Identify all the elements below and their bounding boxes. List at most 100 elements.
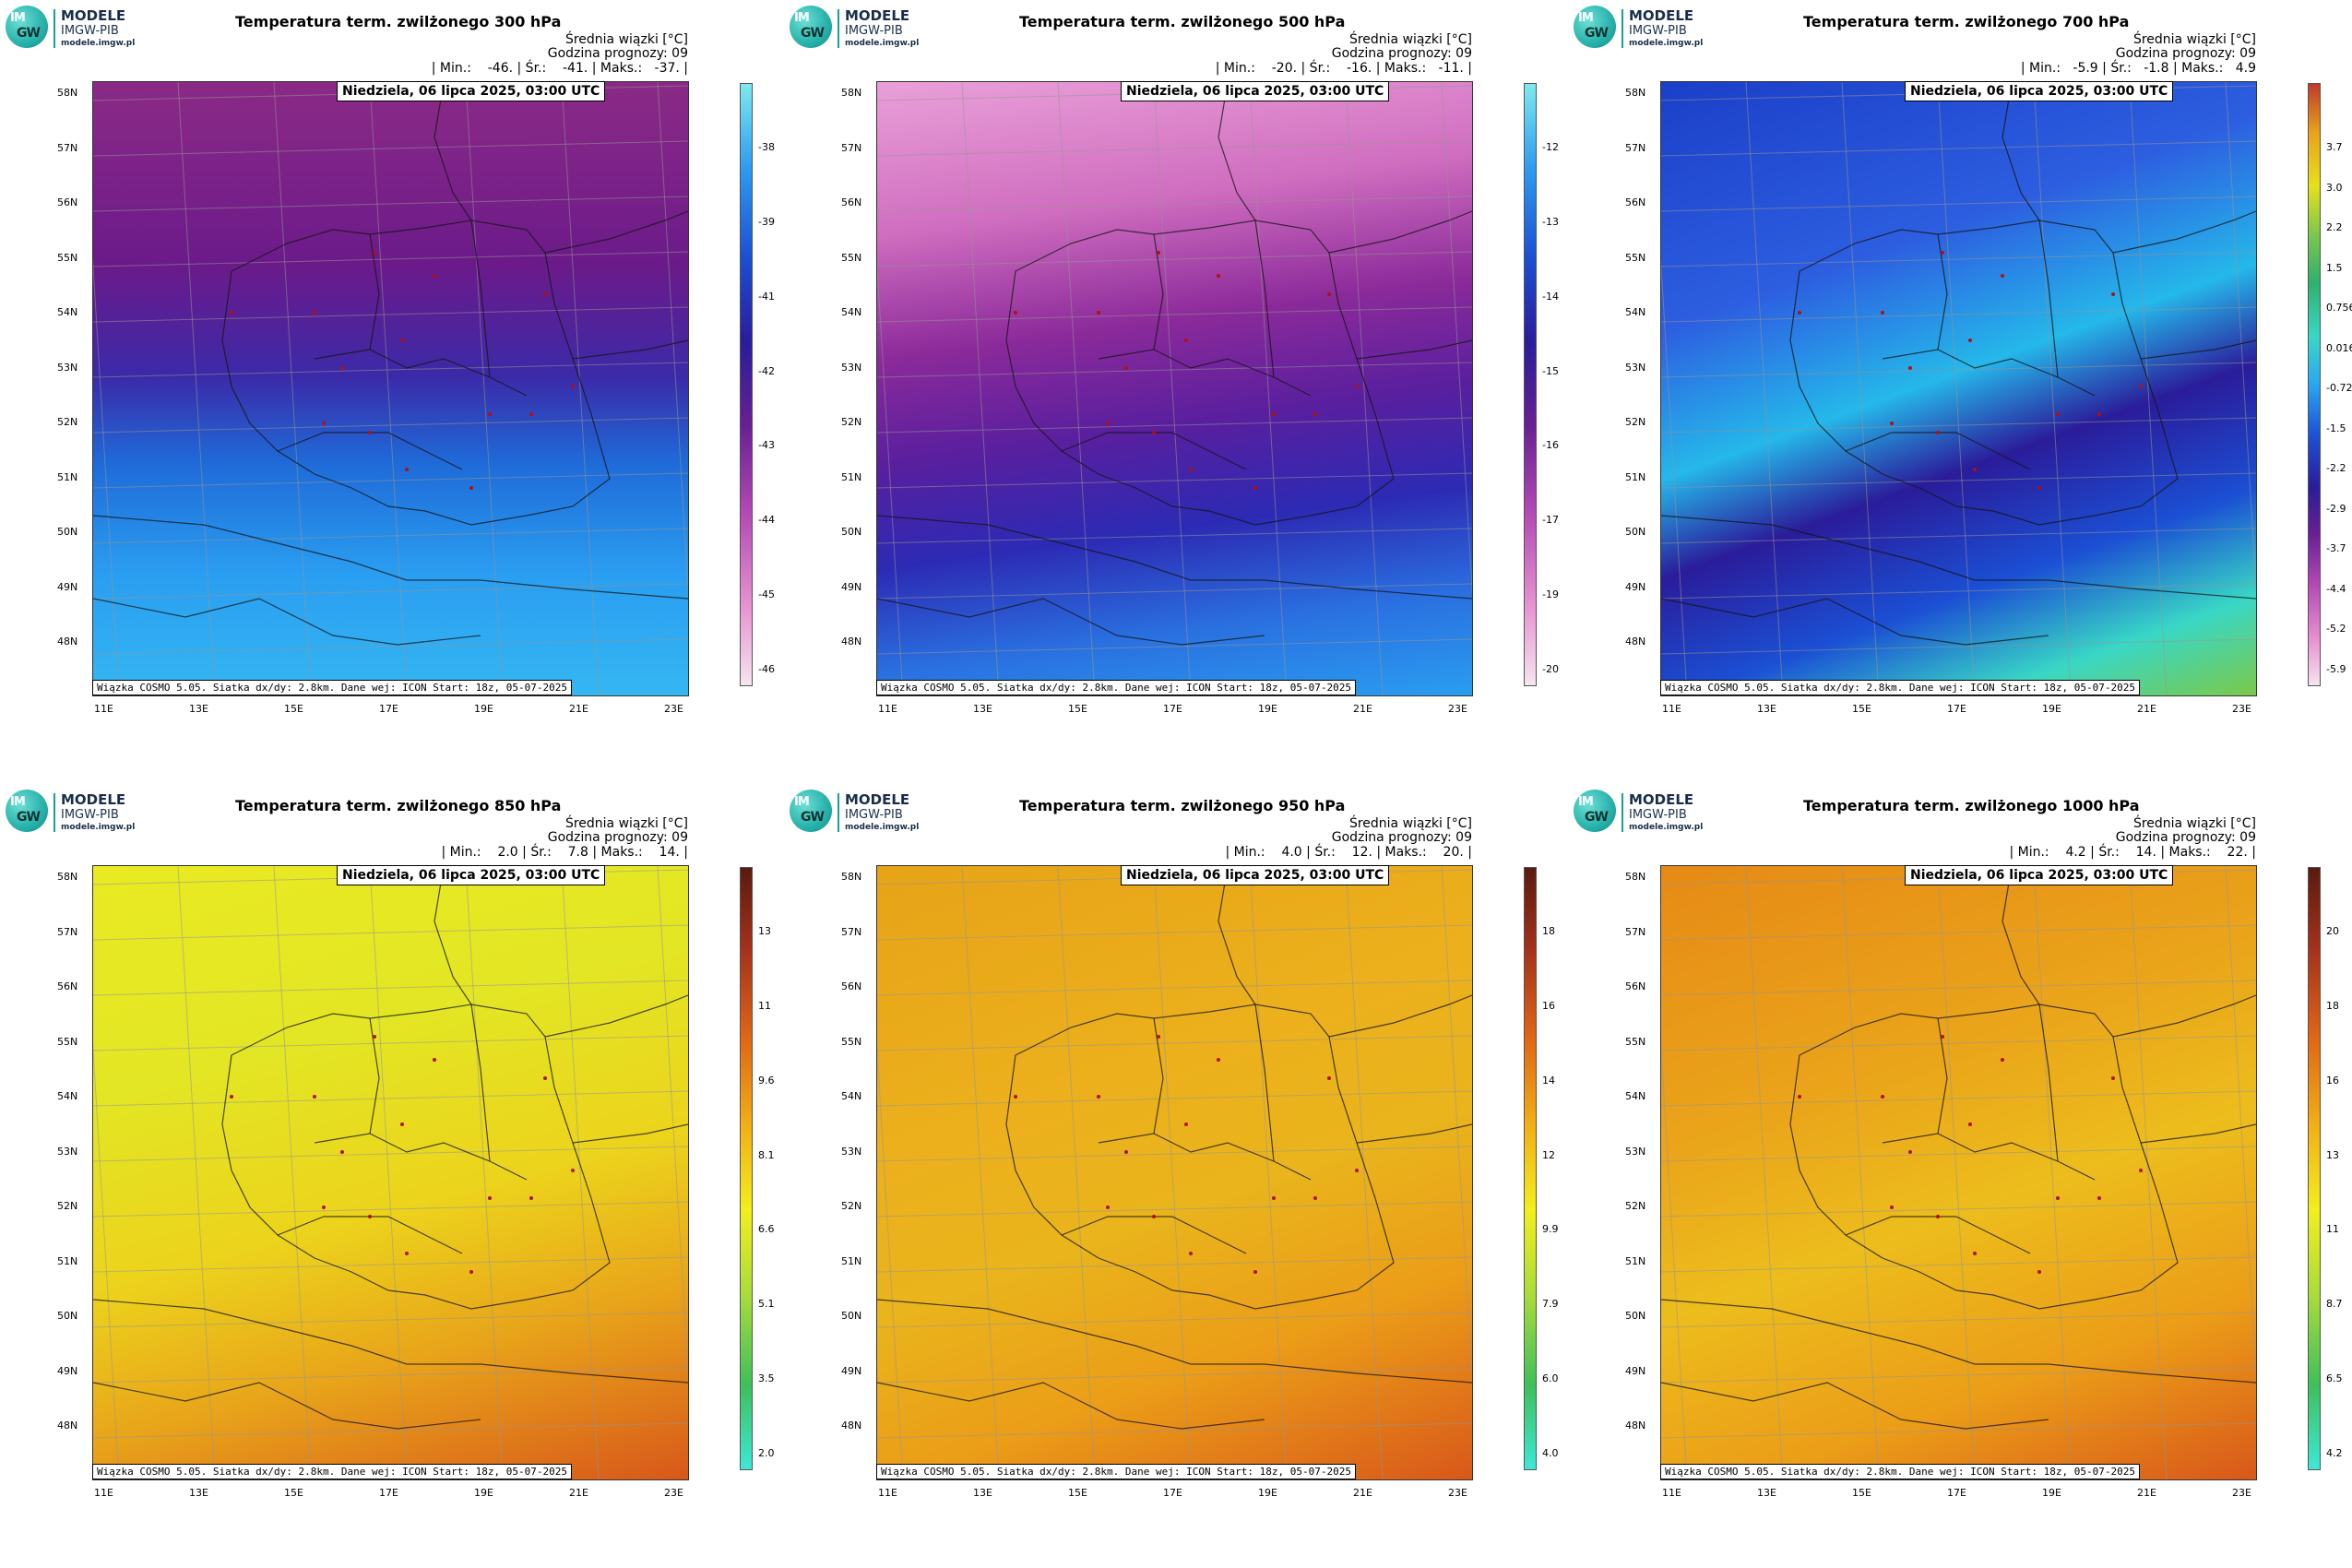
map-overlay [1661, 82, 2256, 695]
border-line [369, 233, 380, 350]
mean-label: Średnia wiązki [°C] Godzina prognozy: 09 [2116, 817, 2256, 845]
longitude-gridline [369, 866, 408, 1479]
latitude-label: 48N [841, 1420, 862, 1431]
latitude-label: 58N [841, 871, 862, 883]
city-marker [1189, 1252, 1193, 1255]
latitude-gridline [93, 1035, 688, 1051]
city-marker [2111, 292, 2115, 296]
latitude-gridline [1661, 251, 2256, 267]
latitude-gridline [93, 306, 688, 323]
colorbar-tick-label: 7.9 [1542, 1298, 1559, 1311]
latitude-gridline [1661, 472, 2256, 489]
colorbar-tick-label: 4.2 [2326, 1447, 2343, 1459]
latitude-label: 53N [841, 1145, 862, 1158]
imgw-logo: IM GW MODELE IMGW-PIB modele.imgw.pl [6, 6, 144, 52]
latitude-gridline [877, 583, 1472, 600]
border-line [221, 1004, 611, 1310]
colorbar [1524, 83, 1537, 686]
city-marker [2037, 486, 2041, 490]
model-info-box: Wiązka COSMO 5.05. Siatka dx/dy: 2.8km. … [92, 680, 572, 695]
city-marker [1157, 1035, 1160, 1039]
colorbar-tick-label: -13 [1542, 215, 1559, 228]
border-line [1218, 866, 1256, 1005]
latitude-gridline [1661, 306, 2256, 323]
logo-url: modele.imgw.pl [61, 39, 136, 48]
border-line [877, 1382, 1265, 1430]
city-marker [2037, 1270, 2041, 1274]
city-marker [1313, 412, 1317, 416]
panel-title: Temperatura term. zwilżonego 850 hPa [235, 797, 562, 814]
longitude-gridline [1345, 866, 1384, 1479]
latitude-gridline [1661, 1312, 2256, 1328]
border-line [2112, 994, 2256, 1038]
latitude-label: 53N [57, 1145, 78, 1158]
longitude-label: 23E [664, 1487, 683, 1499]
latitude-label: 56N [57, 980, 78, 992]
colorbar-tick-label: 12 [1542, 1148, 1555, 1161]
mean-label: Średnia wiązki [°C] Godzina prognozy: 09 [548, 817, 688, 845]
border-line [1005, 220, 1395, 526]
latitude-gridline [93, 196, 688, 212]
city-marker [2001, 274, 2004, 278]
latitude-gridline [877, 1146, 1472, 1162]
longitude-gridline [657, 866, 688, 1380]
border-line [2140, 339, 2256, 360]
longitude-label: 21E [1353, 1487, 1372, 1499]
latitude-label: 50N [1625, 526, 1646, 538]
colorbar [1524, 867, 1537, 1470]
colorbar-tick-label: 6.6 [758, 1223, 775, 1236]
longitude-gridline [877, 1042, 904, 1479]
latitude-label: 51N [841, 1254, 862, 1267]
units-label: Średnia wiązki [°C] [2132, 816, 2256, 831]
city-marker [1184, 1123, 1188, 1126]
city-marker [1355, 1169, 1359, 1172]
logo-divider [53, 9, 55, 48]
latitude-gridline [93, 251, 688, 267]
latitude-label: 53N [57, 361, 78, 374]
city-marker [368, 1215, 372, 1218]
logo-name: MODELE [1629, 791, 1694, 808]
colorbar-tick-label: 0.756 [2326, 302, 2352, 315]
latitude-label: 58N [1625, 87, 1646, 99]
city-marker [488, 412, 492, 416]
city-marker [469, 1270, 473, 1274]
border-line [1254, 1004, 1275, 1162]
mean-label: Średnia wiązki [°C] Godzina prognozy: 09 [548, 33, 688, 61]
longitude-gridline [465, 82, 504, 695]
longitude-label: 11E [94, 1487, 113, 1499]
latitude-gridline [877, 1367, 1472, 1384]
longitude-gridline [2033, 866, 2072, 1479]
border-line [1356, 1123, 1472, 1144]
temperature-map [876, 865, 1473, 1480]
latitude-gridline [877, 1090, 1472, 1107]
units-label: Średnia wiązki [°C] [1348, 816, 1472, 831]
longitude-label: 13E [1757, 703, 1776, 715]
border-line [470, 220, 491, 378]
latitude-label: 48N [841, 636, 862, 647]
border-line [877, 1299, 1472, 1384]
panel-title: Temperatura term. zwilżonego 300 hPa [235, 13, 562, 30]
latitude-gridline [93, 980, 688, 996]
panel-title: Temperatura term. zwilżonego 500 hPa [1019, 13, 1346, 30]
latitude-label: 58N [57, 87, 78, 99]
latitude-gridline [93, 583, 688, 600]
forecast-hour: Godzina prognozy: 09 [2115, 46, 2256, 61]
latitude-label: 52N [1625, 416, 1646, 428]
logo-divider [837, 793, 839, 832]
colorbar-tick-label: -2.2 [2326, 462, 2346, 475]
forecast-hour: Godzina prognozy: 09 [547, 46, 688, 61]
latitude-gridline [877, 251, 1472, 267]
latitude-gridline [1661, 638, 2256, 655]
border-line [1153, 233, 1164, 350]
border-line [1937, 1017, 1948, 1134]
border-line [1356, 339, 1472, 360]
border-line [470, 1004, 491, 1162]
latitude-gridline [1661, 528, 2256, 544]
city-marker [368, 431, 372, 434]
border-line [369, 1017, 380, 1134]
longitude-gridline [93, 258, 120, 695]
latitude-gridline [93, 362, 688, 378]
latitude-label: 55N [1625, 251, 1646, 264]
colorbar-tick-label: -44 [758, 514, 775, 527]
forecast-hour: Godzina prognozy: 09 [1331, 46, 1472, 61]
